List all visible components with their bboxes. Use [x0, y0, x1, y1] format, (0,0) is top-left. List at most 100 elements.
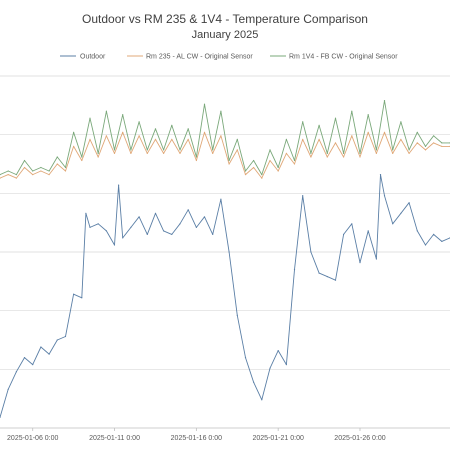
data-point-rm235 [375, 152, 377, 154]
data-point-rm235 [32, 174, 34, 176]
data-point-rm235 [277, 170, 279, 172]
data-point-rm235 [122, 131, 124, 133]
x-axis: 2025-01-06 0:00 2025-01-11 0:00 2025-01-16… [0, 427, 450, 442]
data-point-rm1v4 [146, 149, 148, 151]
data-point-outdoor [0, 416, 1, 418]
data-point-outdoor [118, 184, 120, 186]
data-point-rm1v4 [15, 174, 17, 176]
data-point-outdoor [163, 230, 165, 232]
chart-title: Outdoor vs RM 235 & 1V4 - Temperature Co… [82, 12, 368, 26]
data-point-rm235 [56, 163, 58, 165]
data-point-outdoor [220, 198, 222, 200]
data-point-rm1v4 [310, 152, 312, 154]
data-point-rm235 [351, 135, 353, 137]
data-point-outdoor [441, 240, 443, 242]
data-point-rm1v4 [40, 166, 42, 169]
data-point-outdoor [187, 209, 189, 211]
data-point-rm235 [187, 138, 189, 140]
data-point-rm235 [408, 152, 410, 154]
data-point-rm1v4 [408, 149, 410, 151]
legend: Outdoor Rm 235 - AL CW - Original Sensor… [60, 54, 398, 61]
data-point-outdoor [383, 195, 386, 197]
data-point-outdoor [195, 226, 197, 228]
data-point-outdoor [15, 371, 17, 373]
data-point-outdoor [179, 223, 181, 225]
data-point-rm1v4 [392, 149, 394, 151]
data-point-rm1v4 [433, 135, 435, 137]
data-point-rm1v4 [400, 121, 402, 123]
data-point-outdoor [285, 364, 287, 366]
data-point-rm1v4 [130, 149, 132, 151]
data-point-outdoor [97, 223, 99, 225]
data-point-rm1v4 [244, 170, 247, 172]
data-point-outdoor [261, 399, 263, 401]
data-point-outdoor [85, 212, 87, 214]
data-point-rm1v4 [302, 121, 304, 123]
data-point-outdoor [105, 230, 107, 232]
data-point-outdoor [400, 212, 402, 214]
data-point-rm1v4 [293, 159, 296, 162]
x-tick-label: 2025-01-06 0:00 [7, 435, 58, 442]
series-rm1v4 [0, 100, 450, 176]
data-point-rm235 [334, 142, 337, 144]
data-point-outdoor [351, 223, 353, 225]
data-point-rm1v4 [383, 100, 386, 102]
data-point-outdoor [416, 230, 418, 232]
data-point-rm1v4 [277, 166, 279, 169]
data-point-outdoor [32, 364, 34, 366]
data-point-outdoor [269, 367, 271, 369]
data-point-outdoor [293, 269, 296, 271]
x-tick-label: 2025-01-21 0:00 [252, 435, 303, 442]
data-point-outdoor [56, 339, 58, 341]
data-point-rm1v4 [122, 114, 124, 116]
data-point-rm235 [40, 170, 42, 172]
data-point-rm1v4 [261, 174, 263, 176]
data-point-rm1v4 [113, 149, 116, 151]
data-point-outdoor [408, 202, 410, 204]
data-point-outdoor [212, 233, 214, 235]
data-point-outdoor [7, 388, 9, 390]
data-point-rm1v4 [105, 110, 107, 112]
data-point-outdoor [326, 276, 328, 278]
data-point-rm235 [400, 138, 402, 140]
data-point-rm1v4 [0, 174, 1, 176]
data-point-rm1v4 [351, 110, 353, 112]
data-point-rm235 [433, 142, 435, 144]
data-point-outdoor [392, 223, 394, 225]
data-point-outdoor [367, 230, 369, 232]
data-point-outdoor [359, 262, 361, 264]
data-point-rm1v4 [187, 128, 189, 130]
data-point-rm235 [261, 177, 263, 179]
data-point-rm1v4 [32, 170, 34, 172]
data-point-outdoor [228, 251, 230, 253]
data-point-rm1v4 [97, 152, 99, 154]
data-point-rm1v4 [375, 149, 377, 151]
data-point-rm235 [244, 174, 247, 176]
data-point-rm235 [441, 145, 443, 147]
data-point-rm1v4 [171, 124, 173, 126]
data-point-outdoor [40, 346, 42, 348]
data-point-outdoor [253, 381, 255, 383]
data-point-rm235 [23, 166, 26, 169]
data-point-rm235 [64, 170, 67, 172]
data-point-outdoor [343, 233, 345, 235]
data-point-rm1v4 [359, 152, 361, 154]
data-point-outdoor [302, 195, 304, 197]
chart-subtitle: January 2025 [192, 29, 259, 41]
data-point-rm235 [163, 152, 165, 154]
data-point-rm235 [89, 138, 91, 140]
data-point-rm235 [203, 131, 206, 133]
data-point-outdoor [154, 212, 157, 214]
data-point-rm235 [302, 138, 304, 140]
data-point-rm1v4 [7, 170, 9, 172]
data-point-rm235 [236, 149, 238, 151]
data-point-rm235 [97, 156, 99, 158]
data-point-rm1v4 [64, 166, 67, 169]
data-point-rm235 [195, 159, 197, 162]
data-point-rm235 [318, 138, 320, 140]
data-point-rm1v4 [195, 156, 197, 158]
series-line-rm235 [0, 131, 450, 179]
data-point-rm1v4 [138, 121, 140, 123]
data-point-rm235 [154, 138, 157, 140]
data-point-rm235 [138, 135, 140, 137]
